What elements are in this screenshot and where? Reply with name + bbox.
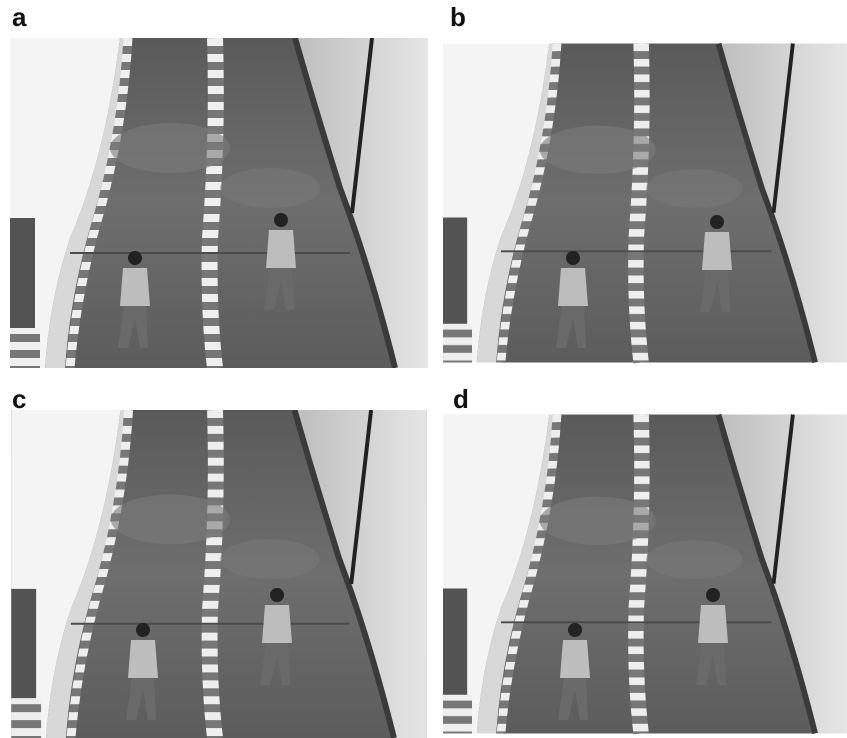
panel-d: d bbox=[443, 384, 847, 733]
panel-b: b bbox=[443, 2, 847, 362]
panel-label: a bbox=[12, 2, 27, 32]
figure: a b c d bbox=[0, 0, 847, 738]
panel-label: d bbox=[453, 384, 469, 414]
panel-c: c bbox=[11, 384, 426, 738]
panel-a: a bbox=[10, 2, 428, 368]
panel-label: c bbox=[12, 384, 26, 414]
panel-label: b bbox=[450, 2, 466, 32]
